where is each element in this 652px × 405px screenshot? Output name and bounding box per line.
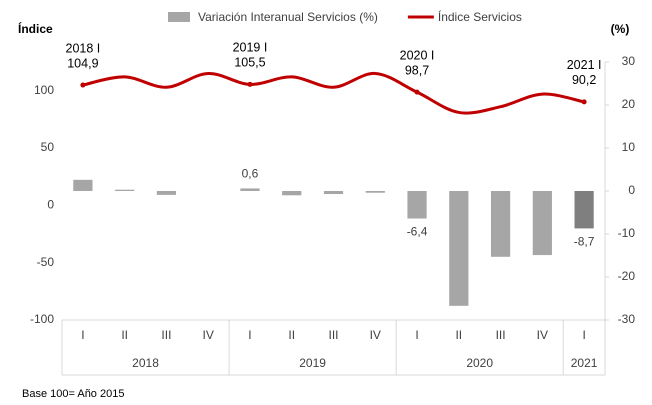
line-value-label: 98,7 [405,63,429,77]
x-tick-label: III [161,328,171,342]
y-tick-label: 50 [41,140,55,154]
bar-value-label: 0,6 [242,167,259,181]
footnote: Base 100= Año 2015 [22,388,124,400]
y2-tick-label: 20 [622,97,636,111]
bar [156,191,177,195]
y2-tick-label: -30 [618,312,636,326]
x-tick-label: II [288,328,295,342]
x-tick-label: IV [203,328,214,342]
y-tick-label: -50 [37,255,55,269]
bar [532,191,552,256]
y-tick-label: 100 [34,83,54,97]
legend-label: Índice Servicios [438,9,522,24]
bar [407,191,427,219]
y2-tick-label: 10 [622,140,636,154]
x-tick-label: IV [370,328,381,342]
point-tag: 2021 I [567,58,602,72]
bar [115,189,135,191]
line-marker [414,89,420,95]
y2-tick-label: 30 [622,54,636,68]
bar [365,191,385,193]
line-marker [581,99,587,105]
y2-tick-label: -10 [618,226,636,240]
x-tick-label: I [248,328,251,342]
point-tag: 2019 I [233,41,268,55]
year-label: 2021 [571,356,598,370]
point-tag: 2020 I [400,48,435,62]
x-tick-label: I [582,328,585,342]
x-tick-label: I [81,328,84,342]
y2-tick-label: -20 [618,269,636,283]
point-tag: 2018 I [66,41,101,55]
year-label: 2018 [132,356,159,370]
x-tick-label: III [328,328,338,342]
bar [490,191,511,257]
legend-swatch [168,12,190,22]
x-tick-label: IV [537,328,548,342]
y2-tick-label: 0 [628,183,635,197]
bar-value-label: -6,4 [407,225,428,239]
bar [282,191,302,196]
bar [574,191,594,229]
y2-axis-title: (%) [611,22,630,36]
line-value-label: 90,2 [572,73,596,87]
bar [73,179,93,191]
bar [323,191,344,195]
bar-value-label: -8,7 [574,235,595,249]
x-tick-label: II [455,328,462,342]
x-tick-label: II [121,328,128,342]
line-value-label: 105,5 [234,56,265,70]
year-label: 2019 [299,356,326,370]
x-tick-label: I [415,328,418,342]
y-tick-label: 0 [47,198,54,212]
line-value-label: 104,9 [67,56,98,70]
bar [240,188,260,191]
x-tick-label: III [496,328,506,342]
legend-label: Variación Interanual Servicios (%) [198,10,378,24]
bar [449,191,469,306]
year-label: 2020 [466,356,493,370]
line-marker [247,81,253,87]
y-axis-title: Índice [18,21,53,36]
line [82,71,585,115]
y-tick-label: -100 [30,312,54,326]
line-marker [80,82,86,88]
